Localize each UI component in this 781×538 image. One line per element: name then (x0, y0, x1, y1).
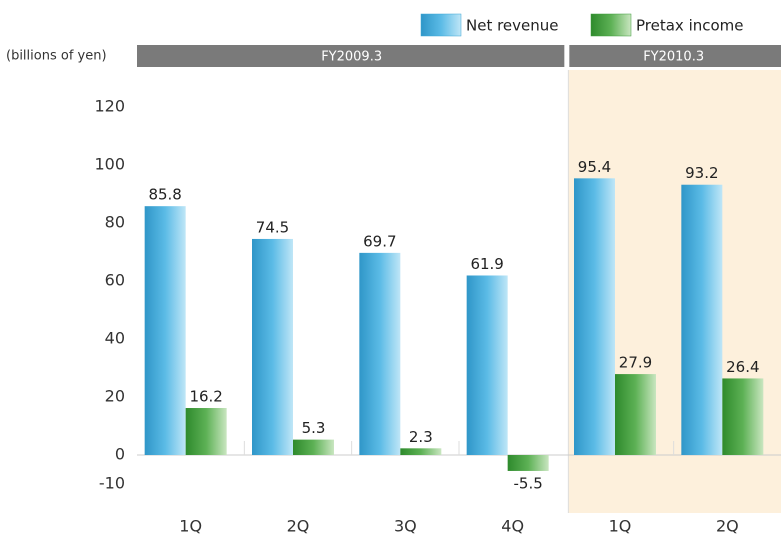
value-label: 69.7 (363, 232, 396, 250)
bar (722, 378, 764, 455)
y-tick-label: 0 (115, 445, 125, 464)
x-tick-label: 1Q (609, 517, 632, 536)
bar (144, 206, 186, 455)
group-header (569, 45, 781, 67)
value-label: -5.5 (514, 474, 543, 492)
bar (359, 252, 401, 455)
x-tick-label: 2Q (716, 517, 739, 536)
value-label: 26.4 (726, 358, 759, 376)
bar (574, 178, 615, 455)
group-label: FY2009.3 (321, 50, 382, 65)
x-tick-label: 2Q (287, 517, 310, 536)
x-tick-label: 4Q (501, 517, 524, 536)
value-label: 74.5 (256, 218, 289, 236)
legend-label: Net revenue (466, 17, 559, 35)
bar (252, 238, 293, 455)
legend-swatch (590, 13, 632, 37)
y-tick-label: 100 (94, 155, 125, 174)
bar (293, 439, 334, 455)
value-label: 85.8 (148, 186, 181, 204)
y-tick-label: 20 (105, 387, 125, 406)
y-label: (billions of yen) (6, 49, 107, 64)
bar (615, 374, 656, 455)
bar (185, 408, 227, 455)
group-header (137, 45, 565, 67)
value-label: 2.3 (409, 428, 433, 446)
value-label: 16.2 (189, 388, 222, 406)
y-tick-label: 40 (105, 329, 125, 348)
bar (466, 275, 508, 455)
bar (507, 455, 549, 471)
value-label: 95.4 (578, 158, 611, 176)
legend-swatch (420, 13, 462, 37)
value-label: 27.9 (619, 354, 652, 372)
group-label: FY2010.3 (643, 50, 704, 65)
value-label: 93.2 (685, 164, 718, 182)
legend-label: Pretax income (636, 17, 744, 35)
y-tick-label: -10 (99, 474, 125, 493)
bar (400, 448, 442, 455)
x-tick-label: 1Q (179, 517, 202, 536)
y-tick-label: 60 (105, 271, 125, 290)
x-tick-label: 3Q (394, 517, 417, 536)
value-label: 5.3 (302, 419, 326, 437)
y-tick-label: 120 (94, 97, 125, 116)
y-tick-label: 80 (105, 213, 125, 232)
bar (681, 184, 723, 455)
value-label: 61.9 (470, 255, 503, 273)
